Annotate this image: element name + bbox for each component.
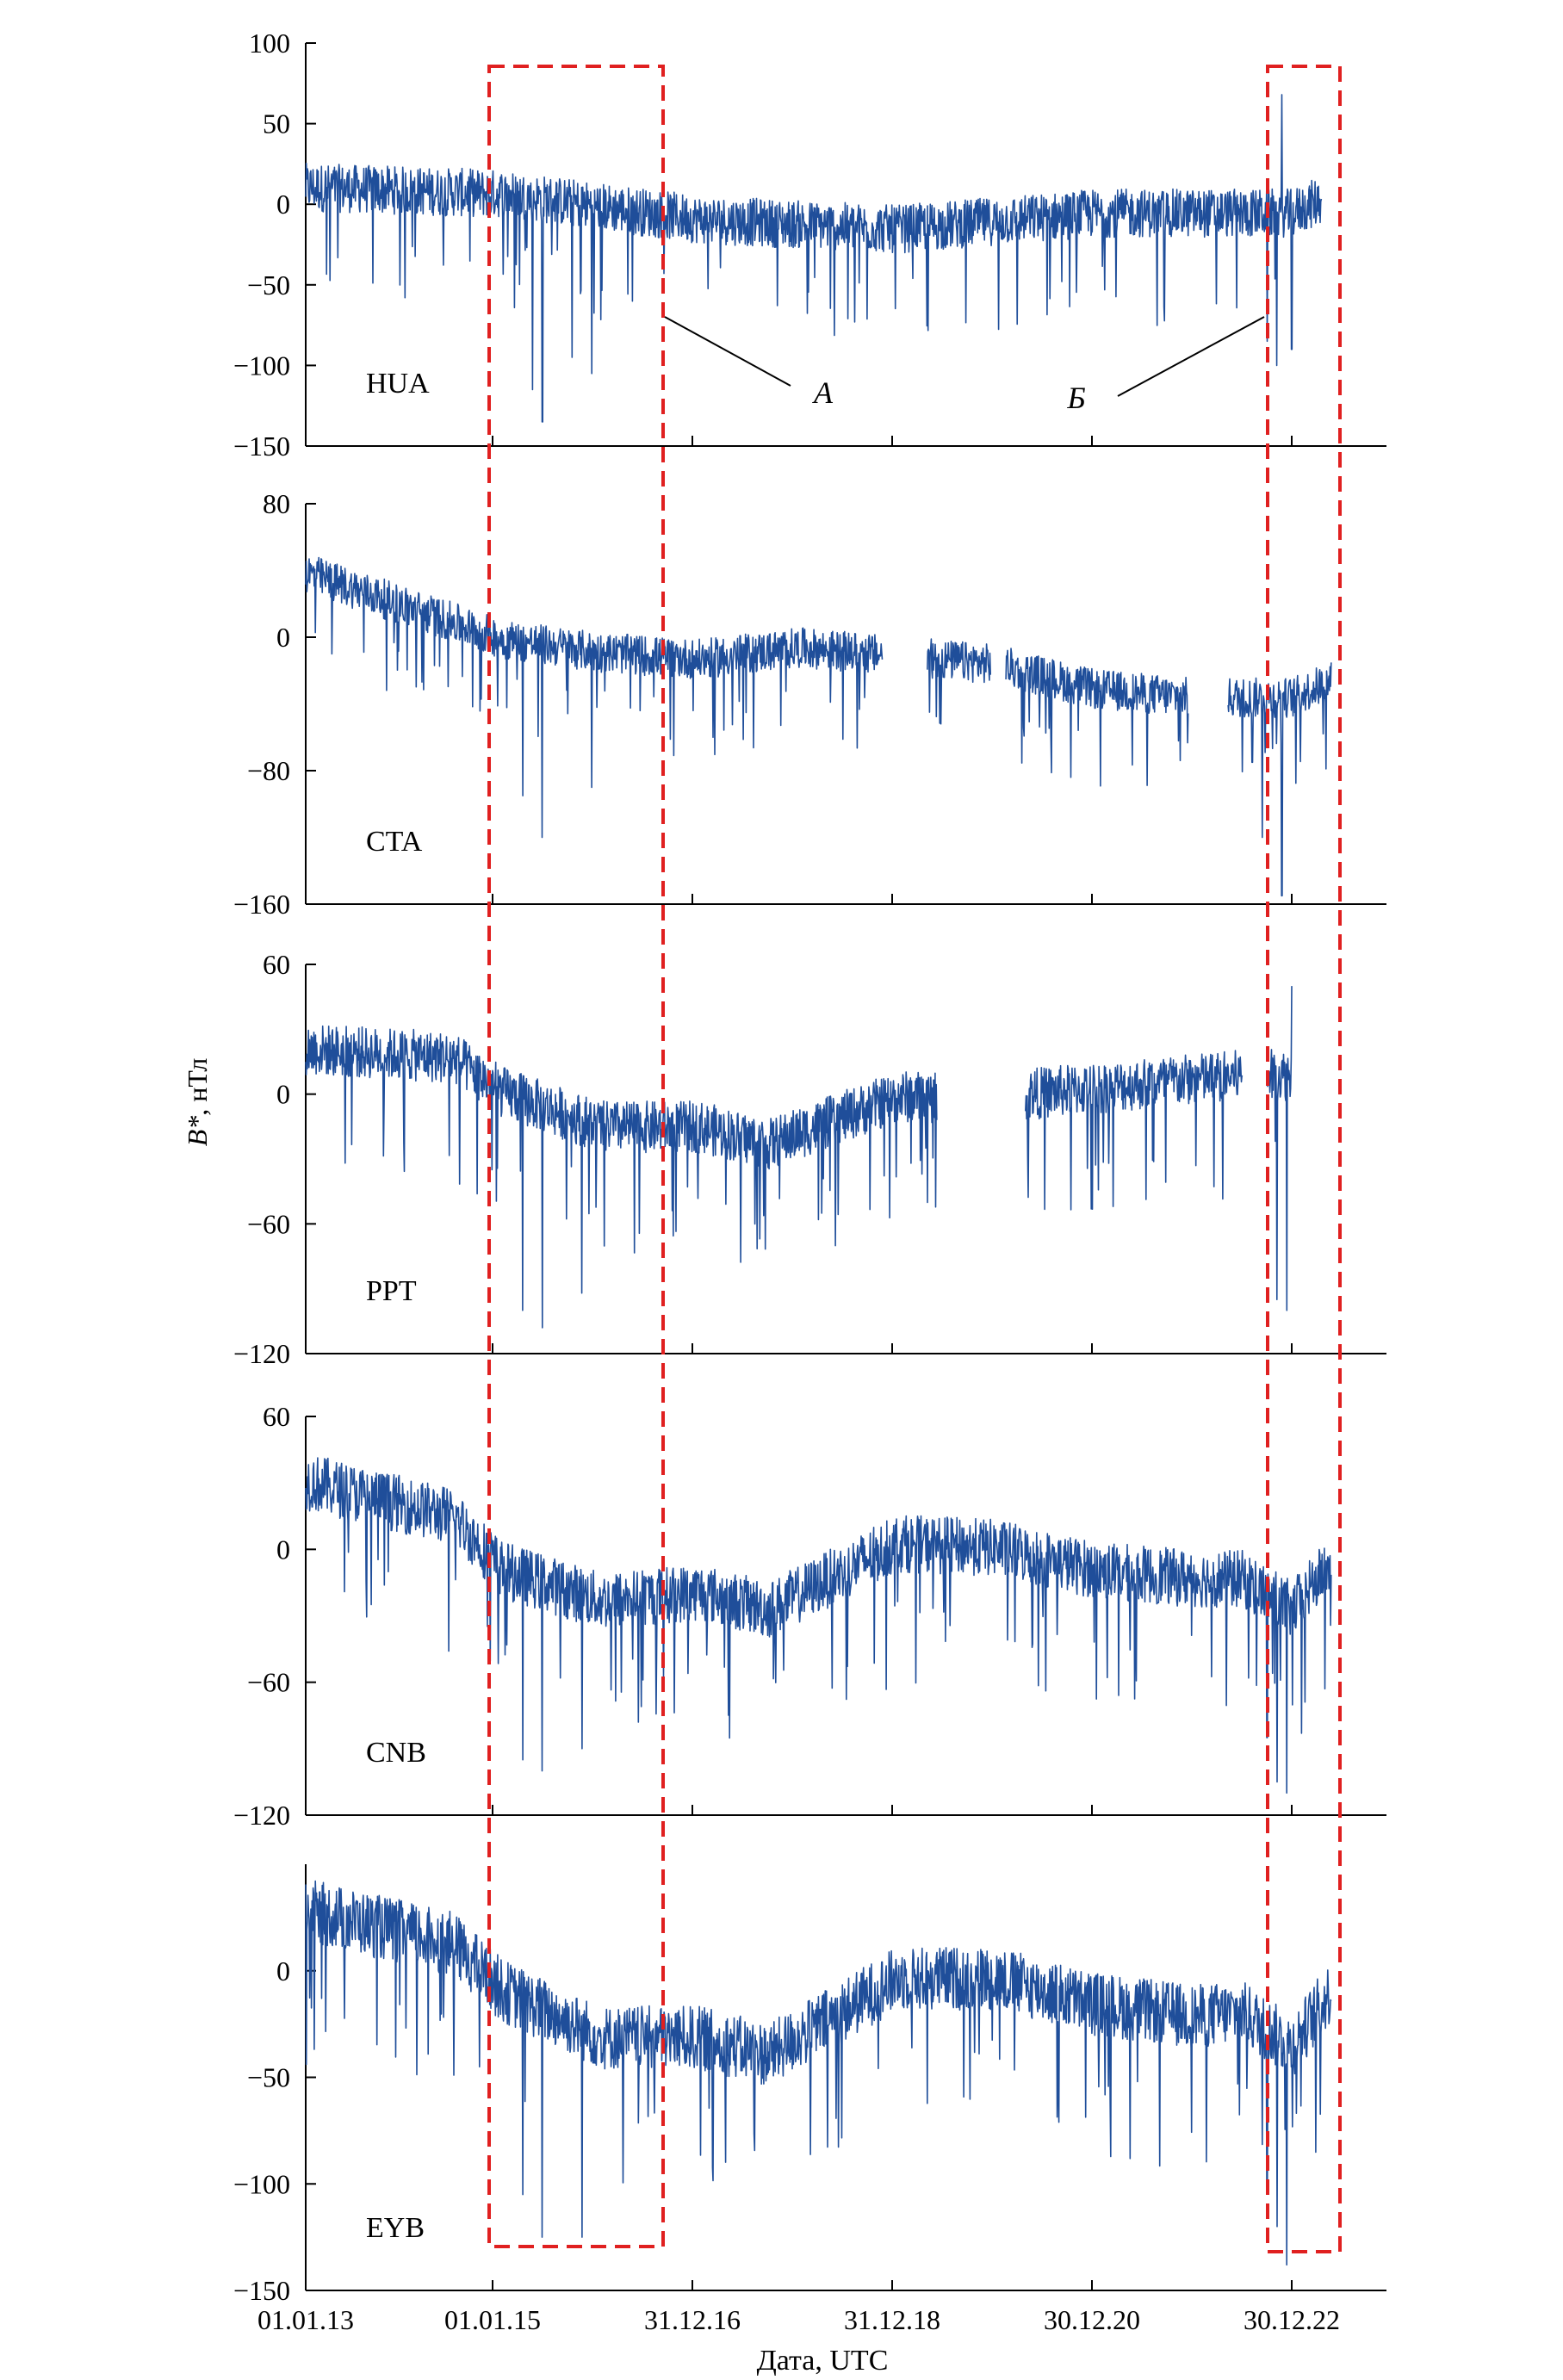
y-tick-label: −150 [233,431,290,462]
y-tick-label: −80 [247,755,290,786]
panel-ppt: 60 0 −60 −120 PPT [233,949,1386,1369]
x-axis: 01.01.13 01.01.15 31.12.16 31.12.18 30.12.20… [257,2304,1340,2335]
x-tick-label: 01.01.13 [257,2304,354,2335]
y-tick-label: −50 [247,2062,290,2093]
series-line-eyb [305,1880,1332,2266]
y-tick-label: −120 [233,1338,290,1369]
region-label-a: А [812,375,834,410]
y-tick-label: −100 [233,350,290,381]
station-label: CNB [366,1737,426,1769]
series-line-cnb [305,1457,1332,1794]
highlight-boxes [487,65,1342,2253]
y-tick-label: −120 [233,1800,290,1831]
y-tick-label: −160 [233,889,290,920]
y-tick-label: 0 [276,1955,290,1986]
y-tick-label: 50 [263,108,290,139]
y-tick-label: 0 [276,1079,290,1110]
x-tick-label: 31.12.18 [844,2304,940,2335]
x-tick-label: 30.12.20 [1044,2304,1140,2335]
station-label: CTA [366,826,423,858]
x-tick-label: 31.12.16 [644,2304,741,2335]
y-axis-label-unit: , нТл [182,1058,213,1116]
y-tick-label: −60 [247,1208,290,1239]
x-tick-label: 30.12.22 [1244,2304,1340,2335]
panel-eyb: 0 −50 −100 −150 EYB [233,1864,1386,2306]
y-tick-label: 0 [276,189,290,220]
leader-line-b [1117,316,1265,397]
panels-group: 100 50 0 −50 −100 −150 HUA 80 0 −80 −160 CTA 60 0 −60 −… [233,28,1386,2306]
station-label: PPT [366,1275,417,1307]
region-label-b: Б [1066,381,1085,415]
y-tick-label: −50 [247,270,290,301]
y-tick-label: 60 [263,949,290,980]
leader-line-a [664,316,791,387]
y-tick-label: 100 [249,28,290,59]
series-line-cta [305,556,1332,897]
station-label: EYB [366,2212,425,2244]
y-tick-label: 0 [276,1534,290,1565]
y-axis-label-symbol: B* [182,1116,213,1147]
station-label: HUA [366,368,430,400]
x-tick-label: 01.01.15 [444,2304,541,2335]
y-tick-label: 80 [263,488,290,519]
y-tick-label: −60 [247,1667,290,1698]
y-tick-label: −100 [233,2168,290,2199]
y-tick-label: −150 [233,2275,290,2306]
highlight-box-b [1266,65,1342,2253]
y-tick-label: 60 [263,1401,290,1432]
panel-cta: 80 0 −80 −160 CTA [233,488,1386,920]
highlight-box-a [487,65,665,2248]
panel-cnb: 60 0 −60 −120 CNB [233,1401,1386,1831]
series-line-hua [305,94,1323,423]
panel-hua: 100 50 0 −50 −100 −150 HUA [233,28,1386,462]
y-axis-label: B*, нТл [182,1058,213,1147]
x-axis-label: Дата, UTC [757,2345,889,2377]
series-line-ppt [305,986,1293,1329]
y-tick-label: 0 [276,622,290,653]
